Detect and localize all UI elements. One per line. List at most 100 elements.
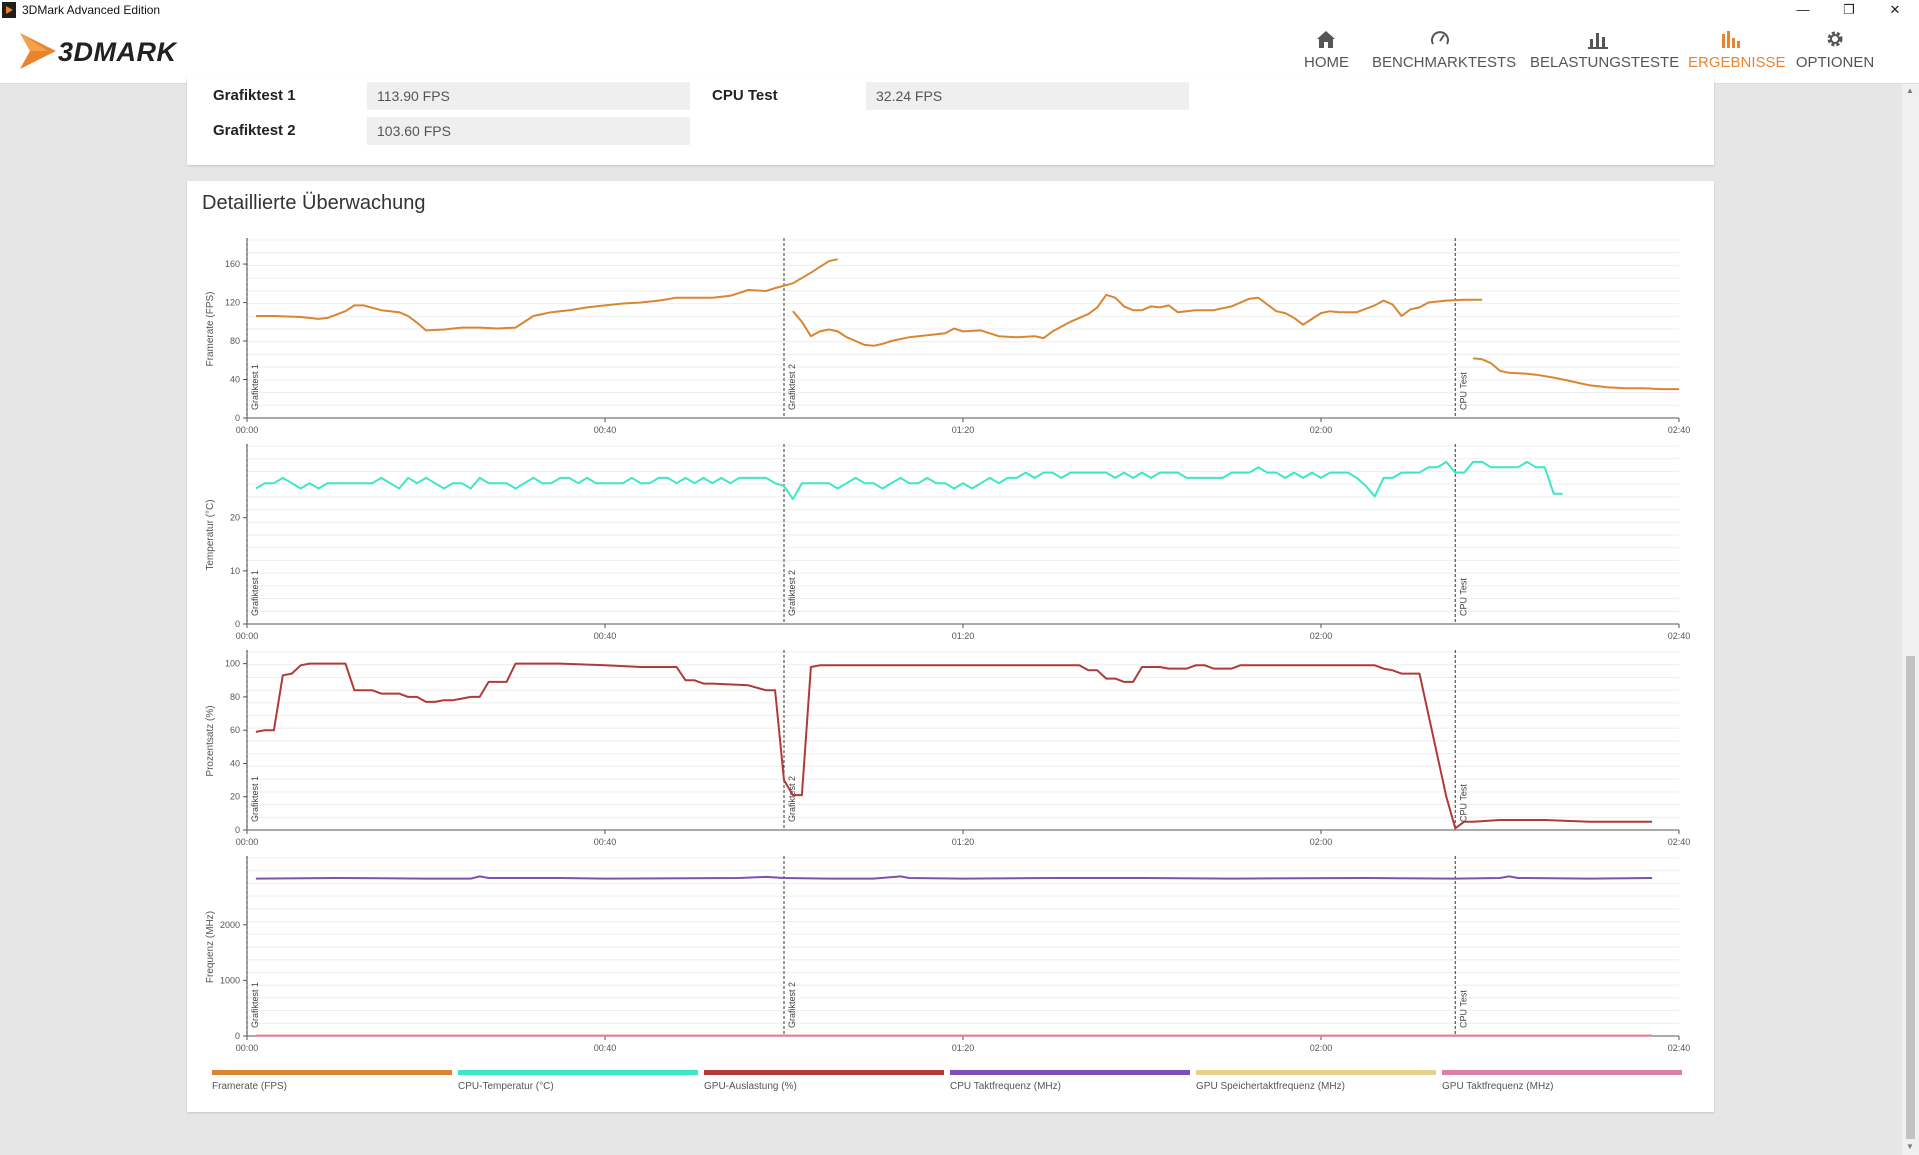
nav-ergebnisse-label: ERGEBNISSE [1688, 54, 1786, 71]
y-tick-label: 40 [230, 375, 240, 385]
legend-label: Framerate (FPS) [212, 1081, 287, 1092]
x-tick-label: 02:40 [1668, 631, 1691, 641]
legend-swatch [1196, 1070, 1436, 1075]
legend-swatch [704, 1070, 944, 1075]
nav-belastungsteste[interactable]: BELASTUNGSTESTE [1530, 27, 1679, 71]
y-tick-label: 20 [230, 513, 240, 523]
x-tick-label: 02:00 [1310, 425, 1333, 435]
x-tick-label: 00:40 [594, 837, 617, 847]
series-line [255, 258, 838, 332]
x-tick-label: 02:40 [1668, 425, 1691, 435]
brand-logo[interactable]: 3DMARK [18, 27, 228, 77]
cpu-test-value: 32.24 FPS [866, 82, 1189, 110]
test-marker-label: Grafiktest 1 [250, 776, 260, 822]
x-tick-label: 02:40 [1668, 1043, 1691, 1053]
bar-chart-icon [1588, 33, 1608, 49]
results-icon [1722, 31, 1740, 48]
test-marker-label: Grafiktest 1 [250, 364, 260, 410]
top-navigation: 3DMARK HOME BENCHMARKTESTS BELASTUNGSTES… [0, 21, 1919, 84]
y-tick-label: 1000 [220, 975, 240, 985]
nav-benchmarktests-label: BENCHMARKTESTS [1372, 54, 1517, 71]
test-marker-label: Grafiktest 1 [250, 982, 260, 1028]
monitoring-title: Detaillierte Überwachung [202, 192, 426, 214]
legend-swatch [458, 1070, 698, 1075]
x-tick-label: 02:00 [1310, 1043, 1333, 1053]
x-tick-label: 00:40 [594, 1043, 617, 1053]
y-tick-label: 10 [230, 566, 240, 576]
nav-home[interactable]: HOME [1304, 27, 1349, 71]
y-tick-label: 80 [230, 336, 240, 346]
y-tick-label: 120 [225, 298, 240, 308]
x-tick-label: 01:20 [952, 1043, 975, 1053]
series-line [255, 460, 1563, 501]
nav-ergebnisse[interactable]: ERGEBNISSE [1688, 27, 1786, 71]
window-titlebar: 3DMark Advanced Edition — ❐ ✕ [0, 0, 1919, 21]
y-axis-label: Temperatur (°C) [205, 499, 216, 570]
series-line [792, 293, 1483, 347]
x-tick-label: 01:20 [952, 425, 975, 435]
test-marker-label: Grafiktest 2 [787, 776, 797, 822]
y-tick-label: 60 [230, 725, 240, 735]
y-tick-label: 100 [225, 659, 240, 669]
nav-belastungsteste-label: BELASTUNGSTESTE [1530, 54, 1680, 71]
gauge-icon [1431, 31, 1449, 45]
legend-label: GPU Speichertaktfrequenz (MHz) [1196, 1081, 1345, 1092]
legend-swatch [1442, 1070, 1682, 1075]
x-tick-label: 02:40 [1668, 837, 1691, 847]
legend-label: CPU-Temperatur (°C) [458, 1081, 554, 1092]
y-tick-label: 160 [225, 259, 240, 269]
y-tick-label: 0 [235, 1031, 240, 1041]
y-tick-label: 0 [235, 825, 240, 835]
series-line [255, 875, 1653, 880]
legend-swatch [212, 1070, 452, 1075]
legend-label: GPU-Auslastung (%) [704, 1081, 797, 1092]
test-marker-label: Grafiktest 2 [787, 570, 797, 616]
scroll-up-icon[interactable]: ▲ [1906, 86, 1914, 95]
minimize-button[interactable]: — [1796, 2, 1810, 17]
scroll-thumb[interactable] [1906, 656, 1915, 1139]
test-marker-label: CPU Test [1458, 578, 1468, 616]
y-axis-label: Framerate (FPS) [205, 291, 216, 366]
x-tick-label: 01:20 [952, 631, 975, 641]
nav-home-label: HOME [1304, 54, 1349, 71]
monitoring-card [187, 181, 1714, 1112]
home-icon [1317, 31, 1335, 48]
restore-button[interactable]: ❐ [1843, 2, 1855, 17]
grafiktest1-label: Grafiktest 1 [213, 87, 296, 104]
close-button[interactable]: ✕ [1889, 2, 1901, 17]
grafiktest1-value: 113.90 FPS [367, 82, 690, 110]
test-marker-label: Grafiktest 2 [787, 364, 797, 410]
y-tick-label: 40 [230, 758, 240, 768]
x-tick-label: 00:40 [594, 631, 617, 641]
x-tick-label: 00:00 [236, 631, 259, 641]
series-line [255, 662, 1653, 830]
nav-benchmarktests[interactable]: BENCHMARKTESTS [1372, 27, 1516, 71]
y-axis-label: Frequenz (MHz) [205, 911, 216, 983]
vertical-scrollbar[interactable]: ▲ ▼ [1902, 84, 1919, 1155]
x-tick-label: 00:00 [236, 1043, 259, 1053]
series-line [1472, 357, 1679, 391]
legend-label: GPU Taktfrequenz (MHz) [1442, 1081, 1554, 1092]
x-tick-label: 02:00 [1310, 837, 1333, 847]
app-icon [2, 2, 16, 18]
x-tick-label: 01:20 [952, 837, 975, 847]
nav-optionen[interactable]: OPTIONEN [1795, 27, 1875, 71]
y-tick-label: 80 [230, 692, 240, 702]
cpu-test-label: CPU Test [712, 87, 778, 104]
legend-swatch [950, 1070, 1190, 1075]
test-marker-label: CPU Test [1458, 990, 1468, 1028]
scroll-down-icon[interactable]: ▼ [1906, 1142, 1914, 1151]
grafiktest2-label: Grafiktest 2 [213, 122, 296, 139]
test-marker-label: Grafiktest 1 [250, 570, 260, 616]
y-tick-label: 0 [235, 619, 240, 629]
test-marker-label: Grafiktest 2 [787, 982, 797, 1028]
x-tick-label: 00:00 [236, 837, 259, 847]
nav-optionen-label: OPTIONEN [1795, 54, 1875, 71]
grafiktest2-value: 103.60 FPS [367, 117, 690, 145]
x-tick-label: 02:00 [1310, 631, 1333, 641]
logo-icon [20, 33, 56, 69]
y-tick-label: 2000 [220, 920, 240, 930]
logo-text: 3DMARK [58, 37, 177, 67]
y-tick-label: 20 [230, 792, 240, 802]
